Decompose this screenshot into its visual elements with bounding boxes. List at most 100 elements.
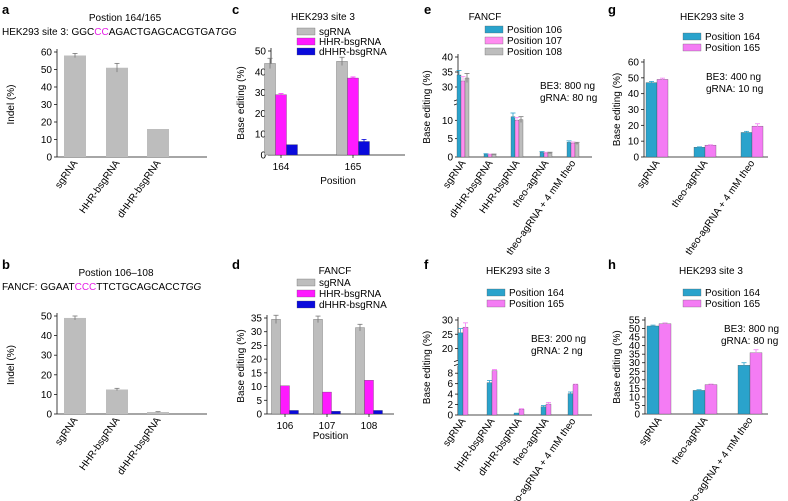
chart-g-bar xyxy=(656,79,669,158)
chart-e-bar xyxy=(514,120,520,158)
chart-d-bar xyxy=(322,391,332,415)
chart-g-ytick-label: 50 xyxy=(628,73,640,84)
chart-g-bar xyxy=(740,132,753,158)
chart-c-legend-swatch xyxy=(296,27,316,36)
chart-e-bar xyxy=(570,142,576,158)
chart-f-ylabel: Base editing (%) xyxy=(422,331,433,404)
chart-d-legend-swatch xyxy=(296,300,316,309)
chart-e-legend-swatch xyxy=(484,36,504,45)
panel-f-note-be3: BE3: 200 ng xyxy=(531,334,586,345)
chart-e-ytick-label: 40 xyxy=(442,53,454,64)
chart-h-ytick-label: 55 xyxy=(629,316,641,327)
chart-d-legend-label: sgRNA xyxy=(319,278,351,289)
chart-f-bar xyxy=(567,393,574,416)
chart-e-bar xyxy=(518,119,524,158)
panel-e-note-grna: gRNA: 80 ng xyxy=(540,93,597,104)
chart-g-category-label: sgRNA xyxy=(635,158,662,191)
chart-h-bar xyxy=(692,390,706,415)
chart-c-bar xyxy=(275,94,287,156)
chart-a-ytick-label: 50 xyxy=(41,65,53,76)
panel-label-c: c xyxy=(232,2,239,17)
panel-c-title: HEK293 site 3 xyxy=(291,12,355,23)
chart-f-ytick-label: 20 xyxy=(442,344,454,355)
chart-a-ytick-label: 60 xyxy=(41,48,53,59)
chart-b-ytick-label: 20 xyxy=(41,370,53,381)
chart-a-category-label: sgRNA xyxy=(53,158,80,191)
panel-h-note-be3: BE3: 800 ng xyxy=(724,324,779,335)
chart-d-ytick-label: 30 xyxy=(251,327,263,338)
chart-b-category-label: dHHR-bsgRNA xyxy=(116,415,164,477)
chart-f-bar xyxy=(491,370,498,416)
panel-label-g: g xyxy=(608,2,616,17)
panel-a-seq-mid: AGACTGAGCACGTGA xyxy=(109,27,215,38)
chart-e-bar xyxy=(566,142,572,158)
chart-h-ytick-label: 30 xyxy=(629,358,641,369)
panel-e-title: FANCF xyxy=(469,12,502,23)
chart-d-legend-swatch xyxy=(296,278,316,287)
chart-h-ytick-label: 50 xyxy=(629,324,641,335)
chart-g-ytick-label: 10 xyxy=(628,137,640,148)
chart-d: 0 5 10 15 20 25 30 35 Base editing (%) 106 107 108 P… xyxy=(236,278,394,442)
chart-a-ytick-label: 40 xyxy=(41,83,53,94)
panel-d-title: FANCF xyxy=(319,266,352,277)
chart-e-legend-label: Position 108 xyxy=(507,47,562,58)
chart-f-bar xyxy=(540,406,547,416)
chart-e-bar xyxy=(460,80,466,158)
chart-f-bar xyxy=(518,409,525,416)
chart-f-legend-swatch xyxy=(486,288,506,297)
chart-g-bar xyxy=(693,147,706,158)
panel-f-title: HEK293 site 3 xyxy=(486,266,550,277)
chart-c-legend-label: HHR-bsgRNA xyxy=(319,37,382,48)
chart-c-ytick-label: 0 xyxy=(260,151,266,162)
chart-c-ylabel: Base editing (%) xyxy=(236,66,247,139)
chart-c-xlabel: Position xyxy=(320,176,356,187)
chart-d-ytick-label: 35 xyxy=(251,314,263,325)
chart-e-bar xyxy=(510,116,516,158)
chart-a-bar xyxy=(147,129,169,157)
chart-f-ytick-label: 2 xyxy=(447,400,453,411)
chart-d-ytick-label: 15 xyxy=(251,368,263,379)
chart-g-legend-swatch xyxy=(682,32,702,41)
chart-b-ytick-label: 0 xyxy=(46,410,52,421)
panel-b-seq-prefix: FANCF: GGAAT xyxy=(2,282,75,293)
chart-g: 0 10 20 30 40 50 60 Base editing (%) sgRNA theo-a… xyxy=(612,32,768,257)
chart-h-ytick-label: 20 xyxy=(629,375,641,386)
chart-g-ytick-label: 60 xyxy=(628,58,640,69)
panel-b-sequence: FANCF: GGAATCCCTTCTGCAGCACCTGG xyxy=(2,282,202,293)
chart-h-legend-label: Position 164 xyxy=(705,288,760,299)
chart-e-legend-label: Position 106 xyxy=(507,25,562,36)
chart-b-category-label: sgRNA xyxy=(53,415,80,448)
chart-h-ytick-label: 45 xyxy=(629,333,641,344)
chart-b-bar xyxy=(106,389,128,414)
panel-b-seq-pam: TGG xyxy=(180,282,202,293)
chart-c-bar xyxy=(347,77,359,156)
chart-c-bar xyxy=(286,144,298,156)
chart-d-ylabel: Base editing (%) xyxy=(236,329,247,402)
chart-d-legend-label: dHHR-bsgRNA xyxy=(319,300,387,311)
chart-b-ytick-label: 30 xyxy=(41,351,53,362)
panel-label-d: d xyxy=(232,257,240,272)
chart-g-bar xyxy=(751,125,764,158)
chart-d-legend-label: HHR-bsgRNA xyxy=(319,289,382,300)
chart-d-ytick-label: 5 xyxy=(256,396,262,407)
chart-c-ytick-label: 50 xyxy=(255,47,267,58)
chart-d-xlabel: Position xyxy=(313,431,349,442)
chart-f-bar xyxy=(486,382,493,416)
chart-h-ytick-label: 40 xyxy=(629,341,641,352)
chart-e-ytick-label: 10 xyxy=(442,116,454,127)
chart-a-ytick-label: 0 xyxy=(46,153,52,164)
panel-a-title: Postion 164/165 xyxy=(89,13,162,24)
chart-f-bar xyxy=(457,332,464,416)
chart-d-category-label: 108 xyxy=(361,421,378,432)
chart-b-category-label: HHR-bsgRNA xyxy=(78,415,123,473)
chart-d-bar xyxy=(280,385,290,415)
chart-d-bar xyxy=(355,327,365,415)
chart-f-ytick-label: 30 xyxy=(442,316,454,327)
chart-e-bar xyxy=(483,153,489,158)
chart-h-legend-swatch xyxy=(682,288,702,297)
chart-h-ylabel: Base editing (%) xyxy=(612,330,623,403)
chart-d-bar xyxy=(364,380,374,415)
chart-e-ylabel: Base editing (%) xyxy=(422,70,433,143)
chart-d-category-label: 107 xyxy=(319,421,336,432)
